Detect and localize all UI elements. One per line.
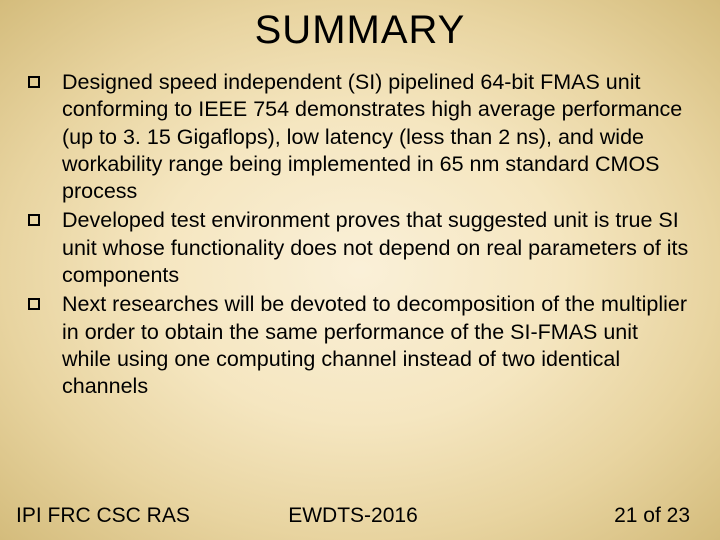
bullet-text: Next researches will be devoted to decom… <box>62 291 690 400</box>
footer-event: EWDTS-2016 <box>241 504 466 528</box>
bullet-item: Next researches will be devoted to decom… <box>22 291 690 400</box>
footer: IPI FRC CSC RAS EWDTS-2016 21 of 23 <box>0 504 720 528</box>
bullet-square-icon <box>28 76 40 88</box>
footer-org: IPI FRC CSC RAS <box>16 504 241 528</box>
bullet-item: Designed speed independent (SI) pipeline… <box>22 69 690 205</box>
bullet-text: Designed speed independent (SI) pipeline… <box>62 69 690 205</box>
bullet-square-icon <box>28 298 40 310</box>
bullet-square-icon <box>28 214 40 226</box>
bullet-text: Developed test environment proves that s… <box>62 207 690 289</box>
content-area: Designed speed independent (SI) pipeline… <box>0 69 720 401</box>
slide-title: SUMMARY <box>0 0 720 69</box>
bullet-item: Developed test environment proves that s… <box>22 207 690 289</box>
footer-page-number: 21 of 23 <box>465 504 690 528</box>
